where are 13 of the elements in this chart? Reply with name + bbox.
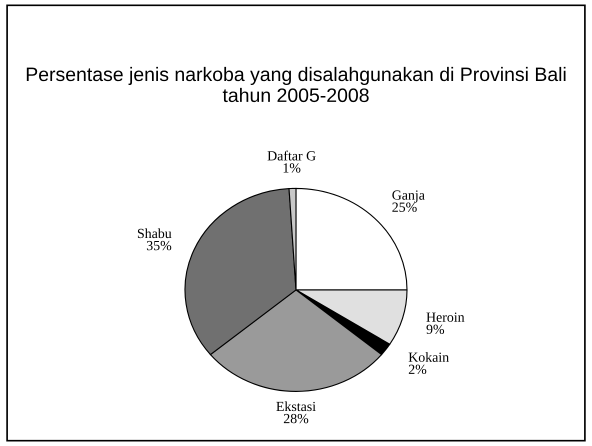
data-label: 25%: [392, 202, 417, 212]
data-label: 2%: [408, 364, 426, 374]
data-label: 9%: [426, 324, 444, 334]
data-label: 35%: [146, 240, 172, 250]
data-label: 28%: [284, 414, 308, 424]
chart-title: Persentase jenis narkoba yang disalahgunakan di Provinsi Bali tahun 2005-2008: [26, 66, 566, 102]
slice-label: Ekstasi: [276, 401, 316, 412]
slice-label: Ganja: [392, 190, 425, 203]
data-label: 1%: [284, 163, 300, 173]
slice-label: Heroin: [426, 312, 464, 322]
slice-label: Daftar G: [268, 150, 316, 161]
slice-label: Shabu: [138, 228, 172, 238]
slice-label: Kokain: [408, 352, 449, 362]
